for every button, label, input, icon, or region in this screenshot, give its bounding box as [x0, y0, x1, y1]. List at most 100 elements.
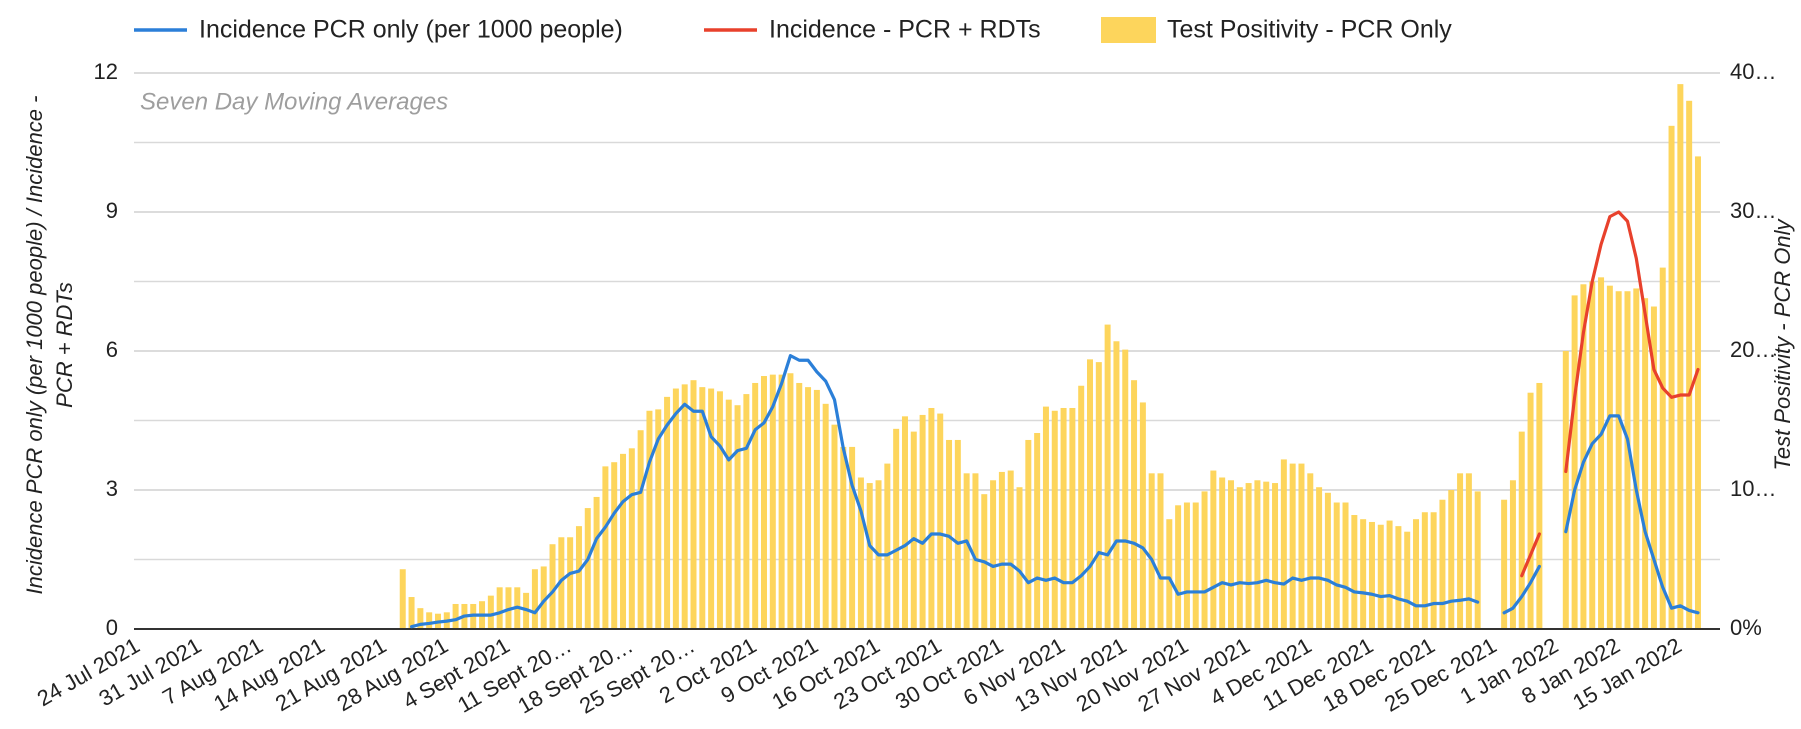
- bar: [910, 431, 917, 629]
- line: [409, 354, 1700, 629]
- bar: [1236, 487, 1243, 629]
- bar: [628, 448, 635, 629]
- bar: [1606, 285, 1613, 629]
- bar: [1192, 502, 1199, 629]
- bar: [1069, 407, 1076, 629]
- bar: [487, 595, 494, 629]
- bar: [681, 384, 688, 629]
- bar: [452, 603, 459, 629]
- bar: [1430, 512, 1437, 629]
- bar: [1139, 402, 1146, 629]
- bar: [725, 399, 732, 629]
- bar: [1351, 515, 1358, 629]
- bar: [1404, 531, 1411, 629]
- bar: [752, 382, 759, 629]
- bar: [1183, 502, 1190, 629]
- bar: [1360, 519, 1367, 629]
- bar: [857, 477, 864, 629]
- bar: [928, 407, 935, 629]
- bar: [1642, 298, 1649, 629]
- bar: [1342, 502, 1349, 629]
- bar: [1421, 512, 1428, 629]
- bar: [1095, 362, 1102, 629]
- bar: [1465, 473, 1472, 629]
- bar: [1307, 473, 1314, 629]
- bar: [1686, 100, 1693, 630]
- bar: [1386, 520, 1393, 629]
- y2-tick-label: 10…: [1730, 476, 1776, 501]
- bar: [1122, 349, 1129, 629]
- bar: [954, 439, 961, 629]
- bar: [549, 544, 556, 629]
- bar: [734, 405, 741, 629]
- annotation: Seven Day Moving Averages: [140, 88, 448, 115]
- bar: [1272, 483, 1279, 629]
- bar: [1254, 480, 1261, 629]
- bar: [708, 388, 715, 629]
- bar: [611, 462, 618, 629]
- bar: [575, 526, 582, 629]
- bar: [496, 587, 503, 629]
- bar: [787, 373, 794, 629]
- bar: [1131, 380, 1138, 629]
- bar: [1007, 470, 1014, 629]
- bar: [1413, 519, 1420, 629]
- bar: [646, 410, 653, 629]
- y2-tick-label: 40…: [1730, 59, 1776, 84]
- bar: [831, 424, 838, 629]
- bar: [584, 508, 591, 629]
- bar: [1201, 491, 1208, 629]
- bar: [558, 537, 565, 629]
- y-tick-label: 0: [106, 615, 118, 640]
- bar: [716, 391, 723, 629]
- bar: [699, 387, 706, 629]
- bar: [1087, 359, 1094, 629]
- bar: [540, 566, 547, 629]
- bar: [937, 413, 944, 629]
- bar: [1598, 277, 1605, 629]
- bar: [655, 409, 662, 629]
- bar: [1518, 431, 1525, 629]
- bar: [1034, 433, 1041, 629]
- bar: [1104, 324, 1111, 629]
- bar: [1263, 481, 1270, 629]
- bar: [1245, 483, 1252, 629]
- bar: [1298, 463, 1305, 629]
- bar: [1668, 125, 1675, 629]
- legend-text: Incidence - PCR + RDTs: [769, 16, 1041, 44]
- bar: [1527, 392, 1534, 629]
- bar: [399, 569, 406, 629]
- bar: [664, 396, 671, 629]
- bar: [1078, 385, 1085, 629]
- bar: [1368, 521, 1375, 629]
- bar: [1615, 291, 1622, 629]
- y-tick-label: 9: [106, 198, 118, 223]
- line: [1520, 210, 1700, 578]
- bar: [998, 471, 1005, 629]
- bar: [919, 414, 926, 629]
- bar: [1580, 284, 1587, 629]
- bar: [1509, 480, 1516, 629]
- bar: [1166, 519, 1173, 629]
- bar: [1042, 406, 1049, 629]
- bar: [769, 374, 776, 629]
- bar: [1633, 288, 1640, 629]
- bar: [1016, 487, 1023, 629]
- bar: [1589, 281, 1596, 629]
- y2-tick-label: 30…: [1730, 198, 1776, 223]
- bar: [1571, 295, 1578, 629]
- bar: [620, 453, 627, 629]
- bar: [1474, 491, 1481, 629]
- y-axis-title: Incidence PCR only (per 1000 people) / I…: [22, 96, 47, 595]
- bar: [796, 382, 803, 629]
- legend-text: Incidence PCR only (per 1000 people): [199, 16, 623, 44]
- bar: [1395, 526, 1402, 629]
- y-tick-label: 3: [106, 476, 118, 501]
- bar: [408, 597, 415, 629]
- bar: [1289, 463, 1296, 629]
- bar: [593, 496, 600, 629]
- bar: [822, 403, 829, 629]
- y2-axis-title: Test Positivity - PCR Only: [1770, 217, 1795, 470]
- bar: [743, 394, 750, 629]
